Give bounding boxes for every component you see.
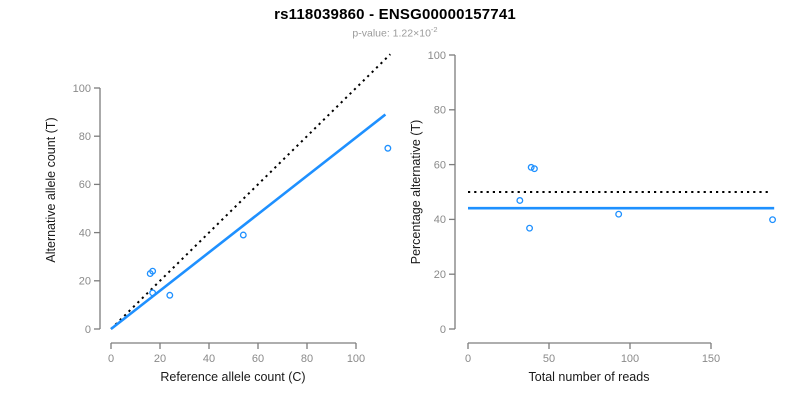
p-value-label: p-value:: [352, 27, 393, 40]
data-point: [149, 289, 157, 297]
data-point: [384, 144, 392, 152]
x-tick-label: 100: [347, 353, 365, 365]
data-point: [239, 231, 247, 239]
data-point: [527, 163, 535, 171]
data-point: [530, 165, 538, 173]
identity-line: [110, 53, 392, 330]
data-point: [769, 216, 777, 224]
y-tick-label: 0: [440, 324, 446, 336]
y-tick-label: 40: [434, 214, 446, 226]
right-plot: 0 20 40 60 80 100 0 50 100 150 Total number of rea…: [409, 50, 777, 384]
x-tick-label: 40: [203, 353, 215, 365]
x-tick-label: 20: [154, 353, 166, 365]
y-tick-label: 60: [79, 179, 91, 191]
data-point: [166, 291, 174, 299]
p-value-exponent: -2: [430, 25, 438, 34]
x-tick-label: 50: [543, 353, 555, 365]
x-tick-label: 60: [252, 353, 264, 365]
data-point: [516, 197, 524, 204]
y-axis-title: Percentage alternative (T): [409, 120, 423, 265]
y-tick-label: 80: [434, 105, 446, 117]
p-value-subtitle: p-value: 1.22×10-2: [0, 25, 790, 40]
data-point: [615, 210, 623, 218]
data-point: [149, 267, 157, 275]
y-tick-label: 20: [79, 276, 91, 288]
x-axis-title: Reference allele count (C): [160, 370, 305, 384]
x-tick-label: 150: [702, 353, 720, 365]
y-tick-label: 20: [434, 269, 446, 281]
data-point: [526, 224, 534, 232]
x-axis-title: Total number of reads: [529, 370, 650, 384]
y-axis-title: Alternative allele count (T): [44, 117, 58, 262]
y-tick-label: 80: [79, 131, 91, 143]
x-tick-label: 80: [301, 353, 313, 365]
y-tick-label: 100: [73, 83, 91, 95]
y-tick-label: 40: [79, 227, 91, 239]
y-tick-label: 0: [85, 324, 91, 336]
y-tick-label: 60: [434, 159, 446, 171]
y-tick-label: 100: [428, 50, 446, 62]
regression-line: [110, 113, 387, 331]
left-plot: 0 20 40 60 80 100 0 20 40 60 80 100 Reference allele…: [44, 53, 392, 384]
plot-title: rs118039860 - ENSG00000157741: [274, 6, 516, 23]
x-tick-label: 0: [465, 353, 471, 365]
x-tick-label: 0: [108, 353, 114, 365]
p-value-mantissa: 1.22×10: [392, 27, 431, 40]
x-tick-label: 100: [621, 353, 639, 365]
